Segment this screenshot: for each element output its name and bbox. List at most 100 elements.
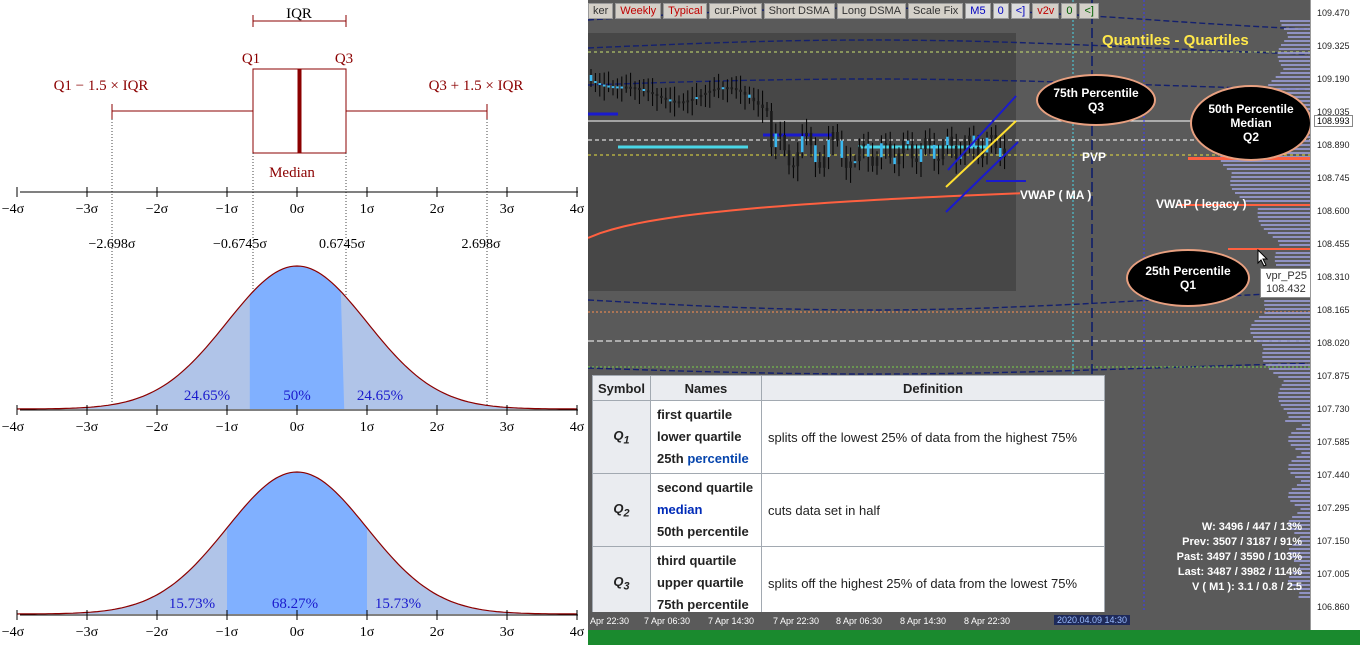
median-link[interactable]: median	[656, 502, 703, 517]
names-cell: third quartile upper quartile 75th perce…	[649, 546, 762, 620]
names-cell: second quartile median 50th percentile	[649, 473, 762, 547]
toolbar-button[interactable]: ker	[588, 3, 614, 19]
status-bar	[588, 630, 1360, 645]
names-cell: first quartile lower quartile 25th perce…	[649, 400, 762, 474]
axis-tick-label: 4σ	[570, 420, 585, 435]
toolbar-button[interactable]: Scale Fix	[908, 3, 964, 19]
trading-chart-window: ker Weekly Typical cur.Pivot Short DSMA Long …	[588, 0, 1360, 645]
axis-tick-label: −1σ	[216, 625, 239, 640]
bubble-q1: 25th Percentile Q1	[1126, 249, 1250, 307]
pvp-label: PVP	[1082, 150, 1107, 164]
vwap-ma-line	[588, 192, 1021, 239]
axis-tick-label: 1σ	[360, 202, 375, 217]
time-tick-label: 7 Apr 06:30	[644, 616, 691, 626]
indicator-toolbar: ker Weekly Typical cur.Pivot Short DSMA Long …	[588, 3, 1099, 19]
median-label: Median	[269, 165, 315, 181]
time-tick-label: 8 Apr 06:30	[836, 616, 883, 626]
mark-neg-2698: −2.698σ	[89, 237, 136, 252]
session-zone	[588, 33, 1016, 291]
axis-tick-label: 4σ	[570, 202, 585, 217]
upper-fence-label: Q3 + 1.5 × IQR	[429, 78, 524, 94]
toolbar-button[interactable]: v2v	[1032, 3, 1060, 19]
pdf2-1sigma-fill	[227, 472, 367, 614]
toolbar-button[interactable]: Long DSMA	[836, 3, 907, 19]
time-tick-label: 7 Apr 14:30	[708, 616, 755, 626]
pdf2-pct-left: 15.73%	[169, 596, 215, 612]
quantile-guides	[111, 119, 488, 410]
pdf2-pct-right: 15.73%	[375, 596, 421, 612]
symbol-cell: Q3	[592, 546, 651, 620]
mark-neg-06745: −0.6745σ	[213, 237, 267, 252]
table-row: Q1 first quartile lower quartile 25th pe…	[592, 400, 1105, 474]
axis-tick-label: 2σ	[430, 202, 445, 217]
toolbar-button[interactable]: 0	[992, 3, 1009, 19]
current-price-label: 108.993	[1314, 115, 1353, 127]
vwap-ma-label: VWAP ( MA )	[1020, 188, 1092, 202]
pdf2-pct-center: 68.27%	[272, 596, 318, 612]
mark-pos-2698: 2.698σ	[461, 237, 501, 252]
axis-tick-label: 1σ	[360, 420, 375, 435]
axis-tick-label: −4σ	[2, 202, 25, 217]
axis-tick-label: −3σ	[76, 202, 99, 217]
symbol-cell: Q1	[592, 400, 651, 474]
toolbar-button[interactable]: Typical	[663, 3, 708, 19]
pdf1-pct-right: 24.65%	[357, 388, 403, 404]
time-tick-label: Apr 22:30	[590, 616, 630, 626]
axis-tick-label: −1σ	[216, 202, 239, 217]
toolbar-button[interactable]: Weekly	[615, 3, 662, 19]
q3-label: Q3	[335, 51, 353, 67]
definition-cell: cuts data set in half	[760, 473, 1105, 547]
axis-tick-label: −2σ	[146, 420, 169, 435]
boxplot-svg: IQR Q1 Q3 Q1 − 1.5 × IQR Q3 + 1.5 × IQR …	[2, 6, 585, 640]
boxplot-diagram-panel: IQR Q1 Q3 Q1 − 1.5 × IQR Q3 + 1.5 × IQR …	[0, 0, 588, 645]
axis-tick-label: 3σ	[500, 420, 515, 435]
price-tick-label: 109.470	[1317, 8, 1350, 18]
price-tick-label: 106.860	[1317, 602, 1350, 612]
table-row: Q3 third quartile upper quartile 75th pe…	[592, 546, 1105, 620]
price-tick-label: 109.190	[1317, 74, 1350, 84]
toolbar-button[interactable]: 0	[1061, 3, 1078, 19]
price-tick-label: 107.875	[1317, 371, 1350, 381]
toolbar-button[interactable]: cur.Pivot	[709, 3, 762, 19]
axis-tick-label: −2σ	[146, 625, 169, 640]
time-axis[interactable]: Apr 22:30 7 Apr 06:30 7 Apr 14:30 7 Apr 22:…	[588, 612, 1310, 630]
axis-tick-label: 2σ	[430, 420, 445, 435]
toolbar-button[interactable]: <]	[1010, 3, 1031, 19]
toolbar-button[interactable]: <]	[1079, 3, 1099, 19]
bubble-median: 50th Percentile Median Q2	[1190, 85, 1312, 161]
price-tick-label: 108.745	[1317, 173, 1350, 183]
axis-tick-label: 4σ	[570, 625, 585, 640]
axis-tick-label: 3σ	[500, 202, 515, 217]
price-tick-label: 107.150	[1317, 536, 1350, 546]
price-axis[interactable]: 109.470 109.325 109.190 109.035 108.890 108.7…	[1310, 0, 1360, 630]
axis-tick-label: −2σ	[146, 202, 169, 217]
price-tick-label: 107.585	[1317, 437, 1350, 447]
time-tick-label: 8 Apr 22:30	[964, 616, 1011, 626]
mouse-cursor-icon	[1257, 249, 1269, 267]
price-tick-label: 107.005	[1317, 569, 1350, 579]
definition-cell: splits off the lowest 25% of data from t…	[760, 400, 1105, 474]
price-tick-label: 108.310	[1317, 272, 1350, 282]
candles-group	[589, 69, 1006, 183]
chart-title: Quantiles - Quartiles	[1102, 32, 1249, 49]
pdf1-iqr-fill	[249, 266, 345, 409]
q1-label: Q1	[242, 51, 260, 67]
price-tick-label: 109.035	[1317, 107, 1350, 117]
mark-pos-06745: 0.6745σ	[319, 237, 366, 252]
iqr-label: IQR	[286, 6, 312, 22]
axis-tick-label: 0σ	[290, 625, 305, 640]
axis-tick-label: 0σ	[290, 420, 305, 435]
price-tick-label: 109.325	[1317, 41, 1350, 51]
percentile-link[interactable]: percentile	[687, 451, 749, 466]
regression-channel	[945, 95, 1026, 213]
pdf1-pct-center: 50%	[283, 388, 311, 404]
pdf2-curve	[16, 471, 578, 615]
axis-tick-label: −3σ	[76, 625, 99, 640]
definition-cell: splits off the highest 25% of data from …	[760, 546, 1105, 620]
price-tick-label: 108.890	[1317, 140, 1350, 150]
volume-stats: W: 3496 / 447 / 13% Prev: 3507 / 3187 / …	[1176, 521, 1302, 593]
price-tick-label: 107.295	[1317, 503, 1350, 513]
axis-tick-label: −3σ	[76, 420, 99, 435]
toolbar-button[interactable]: Short DSMA	[763, 3, 835, 19]
toolbar-button[interactable]: M5	[965, 3, 991, 19]
